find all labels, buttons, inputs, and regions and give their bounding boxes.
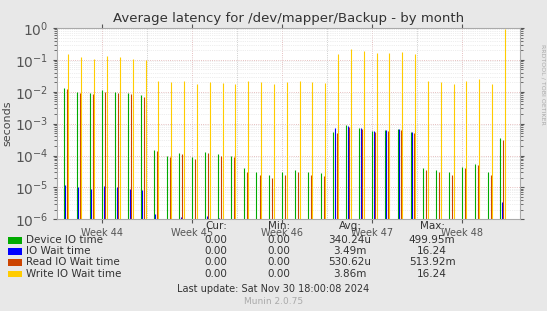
Text: 0.00: 0.00: [267, 258, 290, 267]
Text: 513.92m: 513.92m: [409, 258, 456, 267]
Text: Read IO Wait time: Read IO Wait time: [26, 258, 120, 267]
Text: IO Wait time: IO Wait time: [26, 246, 91, 256]
Text: 0.00: 0.00: [267, 269, 290, 279]
Text: 0.00: 0.00: [205, 246, 228, 256]
Text: 16.24: 16.24: [417, 269, 447, 279]
Text: Min:: Min:: [268, 220, 290, 230]
Y-axis label: seconds: seconds: [2, 101, 12, 146]
Text: 0.00: 0.00: [205, 235, 228, 245]
Text: 16.24: 16.24: [417, 246, 447, 256]
Text: 3.86m: 3.86m: [333, 269, 367, 279]
Text: RRDTOOL / TOBI OETIKER: RRDTOOL / TOBI OETIKER: [540, 44, 545, 124]
Text: Avg:: Avg:: [339, 220, 362, 230]
Text: 0.00: 0.00: [267, 235, 290, 245]
Text: Last update: Sat Nov 30 18:00:08 2024: Last update: Sat Nov 30 18:00:08 2024: [177, 284, 370, 294]
Text: Device IO time: Device IO time: [26, 235, 103, 245]
Text: Cur:: Cur:: [205, 220, 227, 230]
Text: 340.24u: 340.24u: [329, 235, 371, 245]
Text: Write IO Wait time: Write IO Wait time: [26, 269, 121, 279]
Text: 0.00: 0.00: [205, 258, 228, 267]
Title: Average latency for /dev/mapper/Backup - by month: Average latency for /dev/mapper/Backup -…: [113, 12, 464, 26]
Text: Munin 2.0.75: Munin 2.0.75: [244, 297, 303, 306]
Text: 0.00: 0.00: [205, 269, 228, 279]
Text: 499.95m: 499.95m: [409, 235, 456, 245]
Text: 3.49m: 3.49m: [333, 246, 367, 256]
Text: Max:: Max:: [420, 220, 445, 230]
Text: 530.62u: 530.62u: [329, 258, 371, 267]
Text: 0.00: 0.00: [267, 246, 290, 256]
